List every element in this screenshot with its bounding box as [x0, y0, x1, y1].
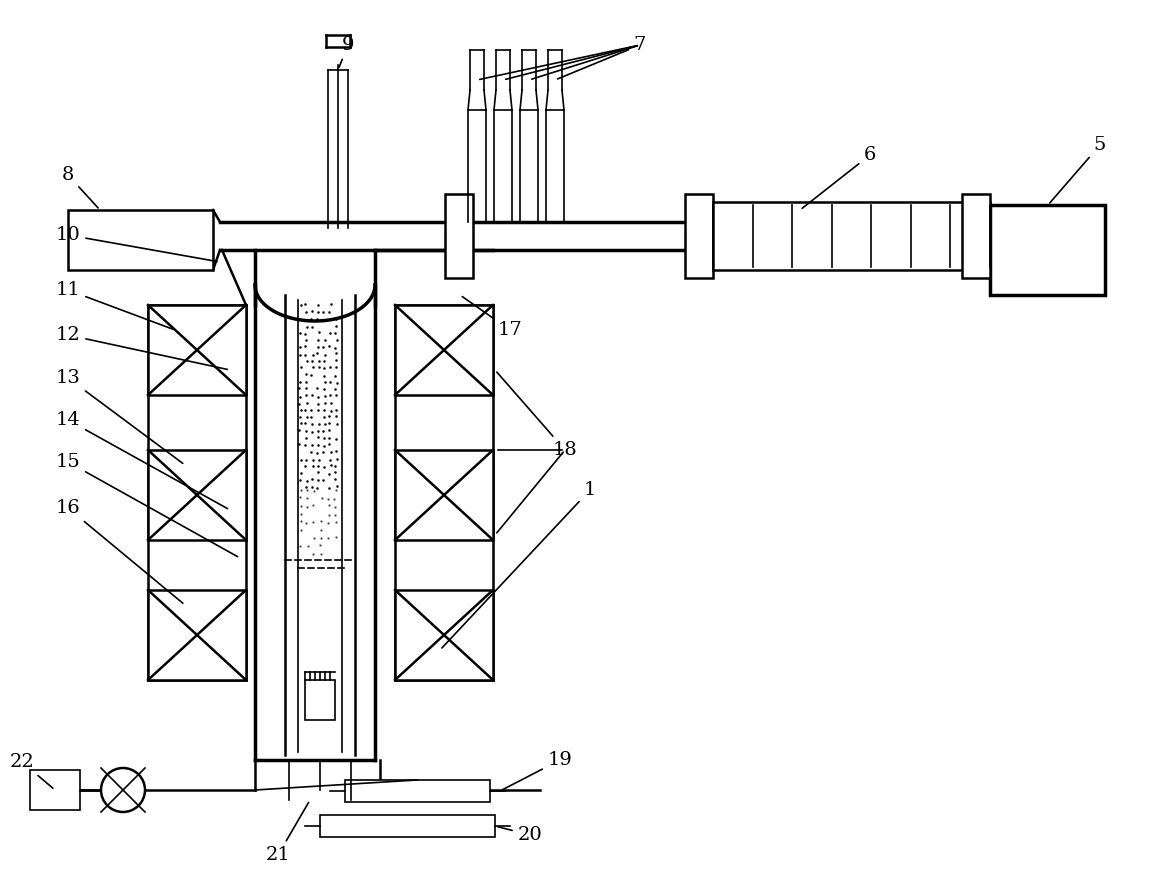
- Bar: [445, 194, 473, 278]
- Bar: [148, 305, 246, 395]
- Text: 18: 18: [496, 372, 578, 459]
- Bar: [962, 194, 989, 278]
- Text: 1: 1: [442, 481, 596, 648]
- Text: 16: 16: [56, 499, 183, 603]
- Text: 10: 10: [56, 226, 217, 262]
- Bar: [396, 305, 493, 395]
- Bar: [396, 590, 493, 680]
- Text: 19: 19: [502, 751, 572, 789]
- Circle shape: [101, 768, 145, 812]
- Text: 9: 9: [339, 36, 354, 67]
- Bar: [345, 780, 490, 802]
- Text: 6: 6: [803, 146, 876, 208]
- Bar: [686, 194, 713, 278]
- Text: 11: 11: [56, 281, 173, 329]
- Text: 5: 5: [1050, 136, 1107, 203]
- Bar: [396, 450, 493, 540]
- Text: 14: 14: [56, 411, 227, 509]
- Text: 13: 13: [56, 369, 183, 463]
- Bar: [148, 450, 246, 540]
- Bar: [713, 202, 989, 270]
- Text: 20: 20: [498, 826, 543, 844]
- Bar: [989, 205, 1105, 295]
- Text: 22: 22: [9, 753, 53, 789]
- Text: 17: 17: [463, 296, 522, 339]
- Bar: [30, 770, 80, 810]
- Bar: [320, 815, 495, 837]
- Text: 15: 15: [56, 453, 238, 557]
- Text: 12: 12: [56, 326, 227, 370]
- Bar: [148, 590, 246, 680]
- Text: 8: 8: [61, 166, 99, 208]
- Text: 7: 7: [558, 36, 646, 79]
- Bar: [305, 680, 335, 720]
- Text: 21: 21: [266, 803, 309, 864]
- Bar: [68, 210, 213, 270]
